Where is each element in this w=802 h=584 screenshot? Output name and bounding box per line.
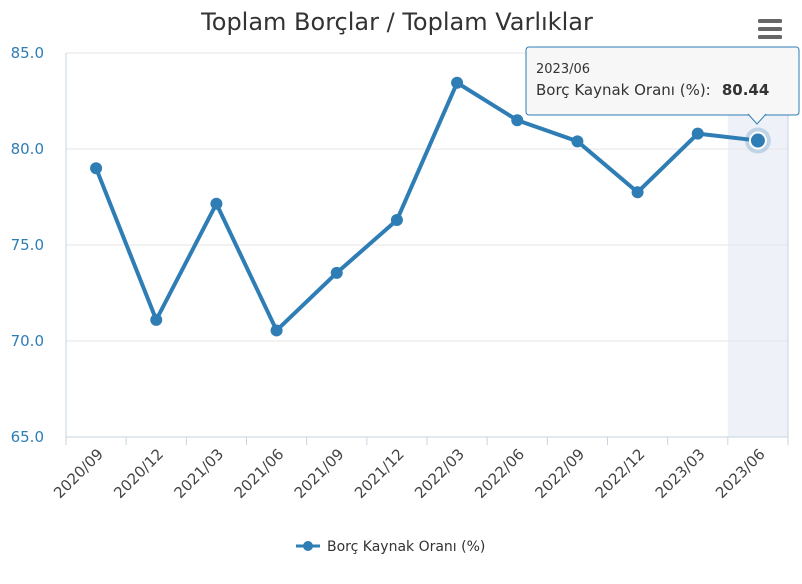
data-point[interactable] xyxy=(571,135,584,148)
x-tick-label: 2022/06 xyxy=(471,445,528,502)
data-point[interactable] xyxy=(90,162,103,175)
chart-title: Toplam Borçlar / Toplam Varlıklar xyxy=(200,8,593,36)
legend[interactable]: Borç Kaynak Oranı (%) xyxy=(296,539,485,555)
data-point[interactable] xyxy=(210,197,223,210)
data-point[interactable] xyxy=(451,76,464,89)
x-tick-label: 2023/06 xyxy=(712,445,769,502)
y-tick-label: 70.0 xyxy=(11,332,44,350)
data-point[interactable] xyxy=(270,324,283,337)
data-point-hovered[interactable] xyxy=(748,131,767,150)
x-tick-label: 2022/03 xyxy=(411,445,468,502)
y-tick-label: 75.0 xyxy=(11,236,44,254)
tooltip-category: 2023/06 xyxy=(536,62,590,77)
x-tick-label: 2022/09 xyxy=(531,445,588,502)
data-point[interactable] xyxy=(330,266,343,279)
data-point[interactable] xyxy=(511,114,524,127)
data-point[interactable] xyxy=(631,186,644,199)
legend-point-marker xyxy=(303,541,313,551)
y-tick-label: 80.0 xyxy=(11,140,44,158)
x-tick-label: 2023/03 xyxy=(652,445,709,502)
tooltip-value: 80.44 xyxy=(722,81,769,99)
tooltip-text: Borç Kaynak Oranı (%): 80.44 xyxy=(536,80,769,99)
tooltip: 2023/06 Borç Kaynak Oranı (%): 80.44 xyxy=(525,46,800,125)
tooltip-arrow xyxy=(747,113,767,125)
x-tick-label: 2020/09 xyxy=(50,445,107,502)
data-point[interactable] xyxy=(150,313,163,326)
x-tick-label: 2021/06 xyxy=(231,445,288,502)
x-tick-label: 2021/09 xyxy=(291,445,348,502)
data-point[interactable] xyxy=(691,127,704,140)
x-tick-label: 2022/12 xyxy=(592,445,649,502)
hamburger-menu-icon[interactable] xyxy=(758,18,784,40)
y-tick-label: 65.0 xyxy=(11,428,44,446)
x-tick-label: 2021/03 xyxy=(170,445,227,502)
series-line xyxy=(94,80,760,333)
tooltip-box xyxy=(525,46,800,116)
y-tick-label: 85.0 xyxy=(11,44,44,62)
x-tick-label: 2020/12 xyxy=(110,445,167,502)
legend-label: Borç Kaynak Oranı (%) xyxy=(327,539,485,555)
tooltip-series-label: Borç Kaynak Oranı (%): xyxy=(536,81,711,99)
data-point[interactable] xyxy=(390,214,403,227)
x-tick-label: 2021/12 xyxy=(351,445,408,502)
